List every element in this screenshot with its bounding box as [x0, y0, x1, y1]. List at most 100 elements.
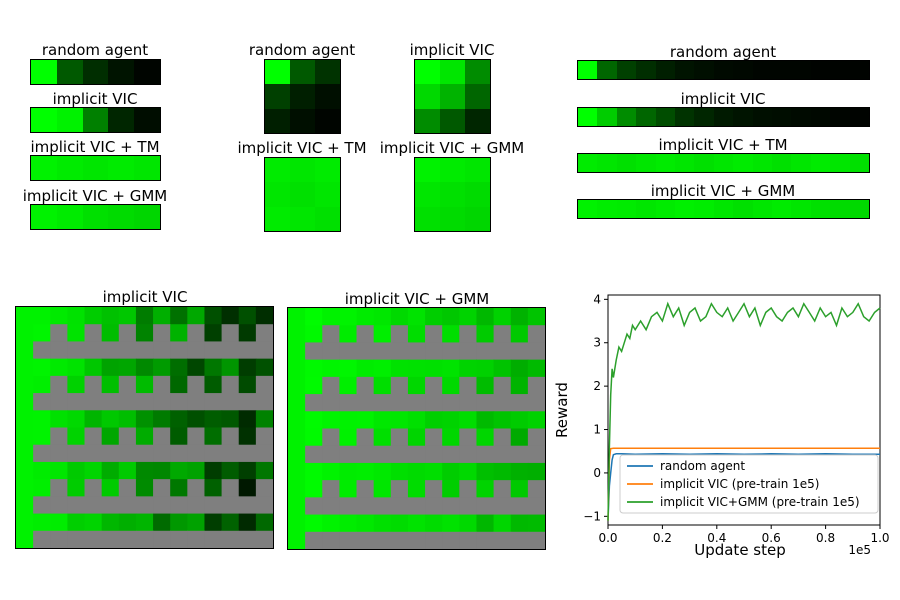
- maze-cell: [407, 445, 426, 464]
- maze-cell: [33, 358, 51, 377]
- maze-cell: [238, 444, 257, 463]
- maze-cell: [67, 513, 86, 532]
- maze-cell: [135, 427, 154, 446]
- maze-cell: [322, 480, 340, 498]
- maze-cell: [118, 375, 137, 394]
- maze-cell: [322, 411, 340, 429]
- maze-cell: [527, 514, 545, 533]
- maze-cell: [288, 394, 306, 412]
- maze-cell: [288, 376, 306, 395]
- maze-cell: [204, 461, 223, 480]
- heatmap-cell: [290, 84, 315, 109]
- left-1d-heatmap-tm: [30, 155, 161, 181]
- maze-cell: [339, 411, 358, 429]
- maze-cell: [288, 531, 306, 549]
- maze-cell: [493, 342, 512, 361]
- left-1d-label-1: implicit VIC: [52, 90, 138, 108]
- heatmap-cell: [56, 108, 83, 132]
- maze-cell: [527, 325, 545, 343]
- maze-cell: [356, 308, 375, 326]
- maze-cell: [153, 427, 171, 446]
- maze-cell: [238, 341, 257, 360]
- maze-cell: [153, 479, 171, 497]
- maze-cell: [101, 427, 120, 446]
- maze-cell: [153, 358, 171, 377]
- maze-cell: [442, 445, 460, 464]
- maze-cell: [255, 496, 273, 515]
- maze-cell: [67, 410, 86, 428]
- maze-cell: [33, 307, 51, 325]
- heatmap-cell: [440, 182, 465, 207]
- maze-cell: [356, 531, 375, 549]
- maze-cell: [288, 445, 306, 464]
- maze-cell: [84, 375, 103, 394]
- maze-cell: [84, 324, 103, 342]
- maze-cell: [527, 445, 545, 464]
- maze-cell: [459, 342, 477, 361]
- maze-cell: [101, 530, 120, 548]
- maze-cell: [16, 530, 34, 548]
- reward-chart: Update step Reward 1e5 0.0 0.2 0.4 0.6 0.8 1.…: [553, 292, 890, 559]
- maze-cell: [339, 531, 358, 549]
- maze-cell: [238, 496, 257, 515]
- maze-cell: [255, 444, 273, 463]
- maze-cell: [135, 444, 154, 463]
- maze-cell: [510, 480, 529, 498]
- maze-cell: [373, 359, 392, 378]
- x-tick-label: 0.2: [653, 531, 672, 545]
- heatmap-cell: [771, 200, 792, 218]
- right-1d-heatmap-random: [577, 60, 870, 80]
- maze-cell: [339, 514, 358, 533]
- heatmap-cell: [440, 158, 465, 183]
- heatmap-cell: [265, 60, 290, 85]
- maze-cell: [390, 531, 409, 549]
- maze-cell: [356, 480, 375, 498]
- maze-cell: [255, 341, 273, 360]
- maze-cell: [425, 514, 443, 533]
- maze-cell: [187, 444, 205, 463]
- maze-cell: [407, 462, 426, 481]
- maze-cell: [425, 428, 443, 447]
- maze-cell: [255, 461, 273, 480]
- maze-cell: [16, 461, 34, 480]
- maze-cell: [84, 358, 103, 377]
- maze-cell: [33, 444, 51, 463]
- heatmap-cell: [265, 84, 290, 109]
- maze-cell: [356, 411, 375, 429]
- maze-cell: [407, 497, 426, 516]
- legend-box: [619, 454, 879, 514]
- maze-cell: [221, 341, 240, 360]
- maze-cell: [50, 513, 68, 532]
- heatmap-cell: [465, 206, 490, 231]
- heatmap-cell: [108, 108, 135, 132]
- maze-cell: [221, 496, 240, 515]
- maze-cell: [187, 410, 205, 428]
- maze-cell: [356, 342, 375, 361]
- maze-cell: [118, 461, 137, 480]
- maze-cell: [238, 393, 257, 411]
- maze-cell: [510, 531, 529, 549]
- maze-cell: [373, 462, 392, 481]
- maze-cell: [476, 480, 495, 498]
- maze-cell: [204, 358, 223, 377]
- maze-cell: [101, 358, 120, 377]
- heatmap-cell: [315, 182, 340, 207]
- maze-cell: [135, 324, 154, 342]
- maze-cell: [16, 444, 34, 463]
- maze-cell: [527, 428, 545, 447]
- plot-frame: [607, 294, 881, 526]
- heatmap-cell: [465, 182, 490, 207]
- maze-cell: [339, 359, 358, 378]
- maze-cell: [153, 513, 171, 532]
- maze-cell: [118, 341, 137, 360]
- maze-cell: [442, 480, 460, 498]
- maze-cell: [238, 530, 257, 548]
- heatmap-cell: [655, 200, 675, 218]
- maze-cell: [442, 497, 460, 516]
- maze-cell: [187, 530, 205, 548]
- maze-cell: [16, 479, 34, 497]
- heatmap-cell: [733, 200, 753, 218]
- heatmap-cell: [290, 158, 315, 183]
- heatmap-cell: [56, 156, 83, 180]
- maze-cell: [101, 375, 120, 394]
